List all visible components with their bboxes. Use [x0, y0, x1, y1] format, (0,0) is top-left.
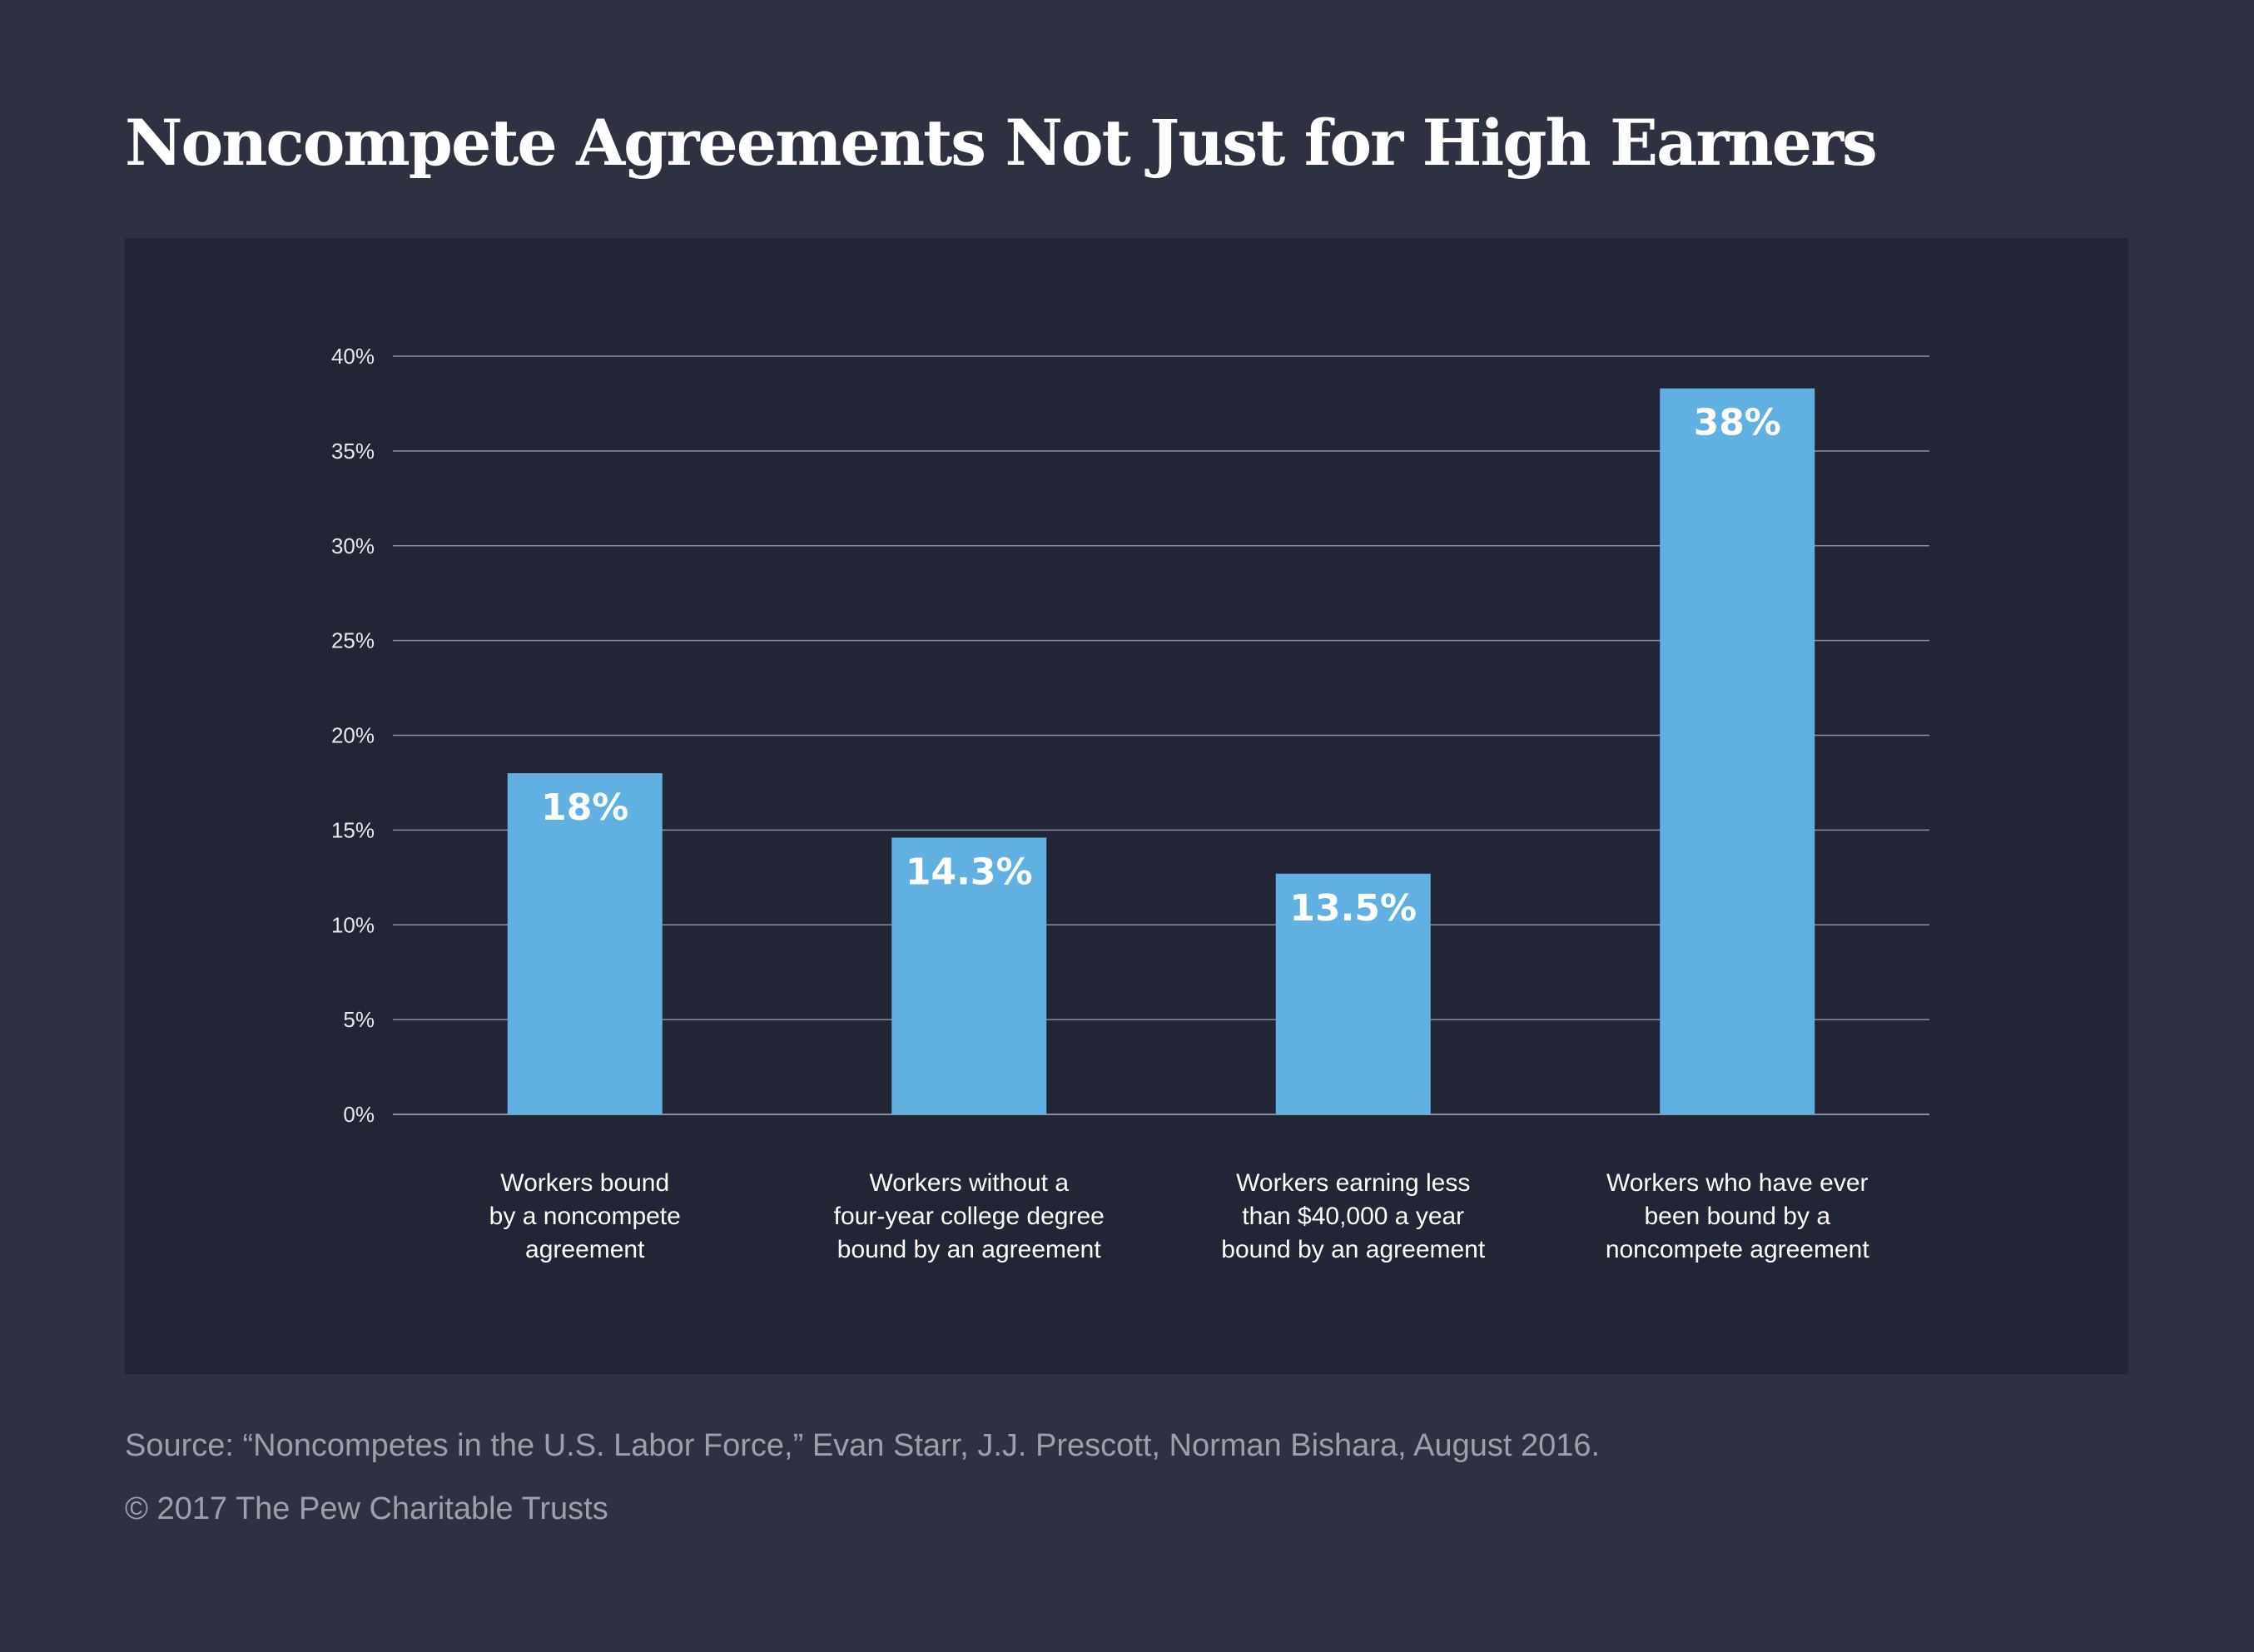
category-label-line: bound by an agreement: [837, 1236, 1102, 1263]
y-tick-label: 5%: [343, 1007, 375, 1032]
category-label-line: Workers bound: [500, 1169, 669, 1197]
category-label-line: than $40,000 a year: [1242, 1203, 1464, 1230]
category-label-line: four-year college degree: [834, 1203, 1105, 1230]
bar: [891, 837, 1047, 1114]
category-label-line: bound by an agreement: [1221, 1236, 1486, 1263]
y-tick-label: 15%: [331, 817, 375, 842]
bars: [507, 388, 1815, 1114]
y-tick-label: 10%: [331, 912, 375, 937]
category-label-line: agreement: [525, 1236, 645, 1263]
y-tick-label: 40%: [331, 344, 375, 369]
y-tick-label: 0%: [343, 1102, 375, 1127]
category-labels: Workers bound by a noncompete agreement Wor…: [489, 1169, 1870, 1263]
y-tick-label: 35%: [331, 439, 375, 464]
y-axis-tick-labels: 0% 5% 10% 15% 20% 25% 30% 35% 40%: [331, 344, 375, 1127]
source-note: Source: “Noncompetes in the U.S. Labor F…: [125, 1428, 1601, 1463]
data-labels: 18% 14.3% 13.5% 38%: [541, 402, 1781, 930]
chart-title: Noncompete Agreements Not Just for High …: [125, 106, 1878, 180]
category-label-line: by a noncompete: [489, 1203, 681, 1230]
bar-value-label: 38%: [1694, 402, 1781, 444]
category-label-line: Workers earning less: [1236, 1169, 1470, 1197]
y-tick-label: 20%: [331, 723, 375, 748]
y-tick-label: 30%: [331, 533, 375, 558]
bar: [507, 773, 663, 1114]
chart-panel: 0% 5% 10% 15% 20% 25% 30% 35% 40% 18% 14.3% 13.5% 3…: [125, 238, 2128, 1374]
bar-value-label: 14.3%: [906, 851, 1033, 893]
category-label-line: Workers without a: [869, 1169, 1069, 1197]
bar-value-label: 13.5%: [1289, 887, 1417, 930]
bar-chart: 0% 5% 10% 15% 20% 25% 30% 35% 40% 18% 14.3% 13.5% 3…: [331, 344, 1929, 1263]
bar: [1275, 873, 1431, 1114]
category-label-line: noncompete agreement: [1606, 1236, 1870, 1263]
category-label-line: Workers who have ever: [1606, 1169, 1869, 1197]
category-label-line: been bound by a: [1644, 1203, 1830, 1230]
bar-value-label: 18%: [541, 786, 628, 829]
bar: [1660, 388, 1815, 1114]
y-tick-label: 25%: [331, 628, 375, 653]
copyright-note: © 2017 The Pew Charitable Trusts: [125, 1491, 608, 1526]
